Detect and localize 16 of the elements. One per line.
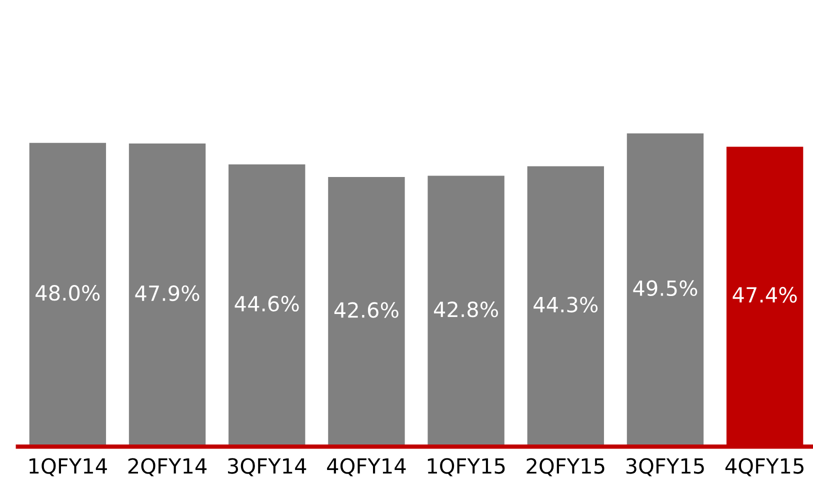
data-label: 47.9% xyxy=(135,285,200,302)
data-label: 42.8% xyxy=(434,301,498,318)
x-tick-label: 3QFY15 xyxy=(626,458,704,476)
x-tick-label: 4QFY15 xyxy=(725,458,804,476)
x-tick-label: 1QFY14 xyxy=(30,458,107,476)
data-label: 42.6% xyxy=(334,302,398,318)
data-label: 47.4% xyxy=(732,286,797,303)
data-label: 49.5% xyxy=(633,280,698,296)
data-label: 48.0% xyxy=(36,285,100,301)
x-tick-label: 1QFY15 xyxy=(428,458,505,476)
x-tick-label: 4QFY14 xyxy=(327,458,406,476)
x-tick-label: 3QFY14 xyxy=(228,458,306,476)
data-label: 44.3% xyxy=(534,296,598,312)
x-tick-label: 2QFY15 xyxy=(526,458,604,476)
data-label: 44.6% xyxy=(234,296,299,312)
x-tick-label: 2QFY14 xyxy=(128,458,207,476)
